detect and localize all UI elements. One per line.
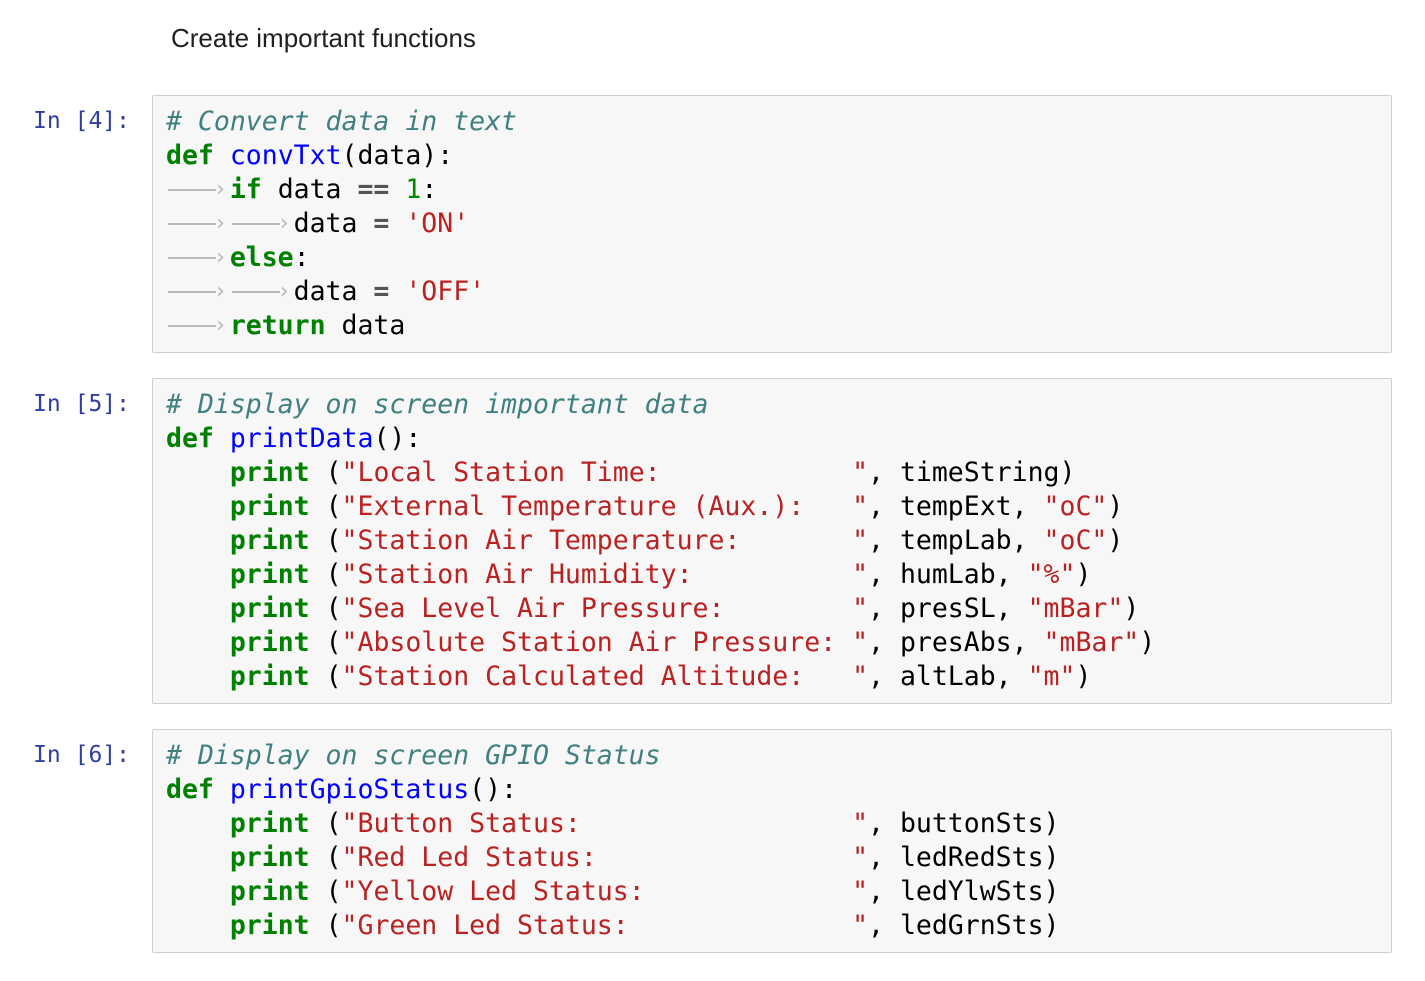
markdown-text: Create important functions (171, 23, 476, 53)
markdown-cell[interactable]: Create important functions (152, 22, 1392, 54)
cell-prompt-in-5: In [5]: (33, 391, 130, 417)
code-line: print ("Station Air Temperature: ", temp… (229, 525, 1124, 556)
code-line: print ("External Temperature (Aux.): ", … (229, 491, 1124, 522)
code-cell-input-4[interactable]: # Convert data in text def convTxt(data):… (152, 95, 1392, 353)
code-line: print ("Station Air Humidity: ", humLab,… (229, 559, 1092, 590)
code-cell-row-5: In [5]: # Display on screen important da… (0, 378, 1425, 704)
code-area-4: # Convert data in text def convTxt(data):… (166, 105, 1391, 343)
code-line: # Display on screen GPIO Status (166, 740, 661, 771)
code-line: else: (166, 241, 1391, 275)
code-line: def printData(): (166, 423, 422, 454)
code-line: def convTxt(data): (166, 140, 454, 171)
tab-indent-icon (166, 241, 230, 275)
code-line: print ("Button Status: ", buttonSts) (229, 808, 1060, 839)
tab-indent-icon (166, 207, 230, 241)
code-area-6: # Display on screen GPIO Status def print… (166, 739, 1391, 943)
code-line: # Convert data in text (166, 106, 517, 137)
cell-prompt-in-6: In [6]: (33, 742, 130, 768)
notebook-page: Create important functions In [4]: # Con… (0, 0, 1425, 953)
tab-indent-icon (166, 309, 230, 343)
code-line: print ("Station Calculated Altitude: ", … (229, 661, 1092, 692)
code-cell-row-6: In [6]: # Display on screen GPIO Status d… (0, 729, 1425, 953)
code-area-5: # Display on screen important data def pr… (166, 388, 1391, 694)
code-line: print ("Red Led Status: ", ledRedSts) (229, 842, 1060, 873)
code-line: if data == 1: (166, 173, 1391, 207)
tab-indent-icon (166, 275, 230, 309)
cell-prompt-in-4: In [4]: (33, 108, 130, 134)
code-cell-input-5[interactable]: # Display on screen important data def pr… (152, 378, 1392, 704)
tab-indent-icon (230, 275, 294, 309)
code-line: print ("Yellow Led Status: ", ledYlwSts) (229, 876, 1060, 907)
code-cell-row-4: In [4]: # Convert data in text def convTx… (0, 95, 1425, 353)
code-line: print ("Sea Level Air Pressure: ", presS… (229, 593, 1140, 624)
code-line: print ("Green Led Status: ", ledGrnSts) (229, 910, 1060, 941)
code-line: data = 'ON' (166, 207, 1391, 241)
code-line: print ("Local Station Time: ", timeStrin… (229, 457, 1076, 488)
tab-indent-icon (230, 207, 294, 241)
code-line: print ("Absolute Station Air Pressure: "… (229, 627, 1156, 658)
code-line: return data (166, 309, 1391, 343)
code-line: def printGpioStatus(): (166, 774, 518, 805)
code-line: data = 'OFF' (166, 275, 1391, 309)
code-cell-input-6[interactable]: # Display on screen GPIO Status def print… (152, 729, 1392, 953)
tab-indent-icon (166, 173, 230, 207)
code-line: # Display on screen important data (166, 389, 709, 420)
